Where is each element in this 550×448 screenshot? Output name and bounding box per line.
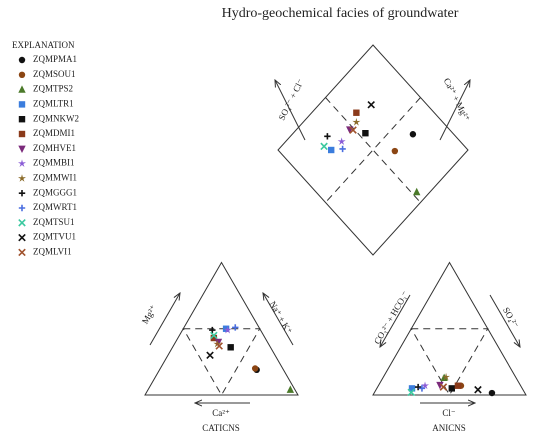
- cation-point: [232, 324, 239, 331]
- legend-label: ZQMTVU1: [33, 232, 76, 242]
- axis-label: SO₄²⁻: [501, 305, 521, 329]
- cation-inner: [182, 328, 261, 396]
- cation-point: [222, 325, 230, 332]
- anion-point: [488, 389, 496, 397]
- cation-point: [251, 365, 259, 372]
- diamond-point: [320, 142, 328, 151]
- legend-label: ZQMNKW2: [33, 113, 79, 123]
- legend-label: ZQMHVE1: [33, 143, 76, 153]
- legend-marker: [18, 116, 26, 123]
- cation-point: [209, 326, 216, 334]
- chart-title: Hydro-geochemical facies of groundwater: [222, 6, 459, 21]
- arrow: [380, 294, 411, 347]
- anion-point: [440, 373, 448, 381]
- diamond-point: [362, 130, 369, 137]
- axis-label: Ca²⁺: [212, 408, 230, 418]
- legend-marker: [18, 233, 26, 242]
- legend-title: EXPLANATION: [12, 40, 75, 50]
- diamond-point: [352, 117, 361, 126]
- anion-point: [421, 381, 430, 390]
- anion-point: [454, 382, 462, 389]
- anion-point: [414, 383, 422, 391]
- cation-point: [227, 344, 234, 351]
- legend-marker: [18, 204, 26, 212]
- legend-marker: [18, 85, 26, 93]
- diamond-point: [328, 146, 335, 154]
- cation-point: [206, 351, 214, 360]
- legend-label: ZQMWRT1: [33, 202, 77, 212]
- diamond-point: [339, 145, 346, 153]
- axis-label: CO₃²⁻ + HCO₃⁻: [372, 289, 411, 346]
- legend-label: ZQMDMI1: [33, 128, 75, 138]
- legend-label: ZQMLVI1: [33, 246, 72, 256]
- arrow: [263, 293, 294, 346]
- cation-point: [215, 342, 223, 350]
- anion-point: [408, 385, 416, 392]
- arrow: [275, 80, 306, 141]
- legend-label: ZQMGGG1: [33, 187, 77, 197]
- legend-marker: [18, 145, 26, 153]
- anion-point: [448, 385, 455, 392]
- cation-point: [210, 331, 218, 340]
- legend-label: ZQMLTR1: [33, 98, 74, 108]
- anion-point: [442, 372, 451, 381]
- anion-point: [474, 385, 482, 394]
- caption: ANICNS: [432, 423, 466, 433]
- axis-label: Mg²⁺: [140, 303, 159, 325]
- anion-inner: [410, 328, 489, 396]
- diamond-point: [337, 137, 346, 145]
- arrow: [149, 293, 180, 346]
- anion-point: [439, 383, 448, 391]
- cation-point: [214, 338, 223, 347]
- arrow: [489, 294, 520, 347]
- cation-point: [286, 385, 295, 393]
- axis-label: Ca²⁺ + Mg²⁺: [442, 76, 472, 123]
- legend-marker: [18, 101, 26, 108]
- legend-label: ZQMSOU1: [33, 69, 76, 79]
- cation-point: [210, 334, 218, 342]
- diamond-point: [367, 100, 375, 109]
- anion-point: [418, 385, 426, 392]
- anion-point: [436, 381, 444, 390]
- legend-label: ZQMMWI1: [33, 172, 77, 182]
- diamond-point: [413, 187, 421, 196]
- legend-label: ZQMTPS2: [33, 84, 73, 94]
- diamond-point: [349, 126, 357, 134]
- diamond: [277, 44, 469, 256]
- legend-marker: [18, 248, 26, 257]
- legend-label: ZQMTSU1: [33, 217, 75, 227]
- diamond-point: [391, 147, 399, 155]
- legend-marker: [18, 174, 26, 182]
- legend-marker: [18, 190, 26, 197]
- cation-point: [223, 325, 232, 334]
- legend-marker: [18, 219, 26, 227]
- axis-label: Na⁺ + K⁺: [267, 299, 294, 335]
- axis-label: Cl⁻: [442, 408, 456, 418]
- caption: CATICNS: [202, 423, 240, 433]
- anion-point: [407, 388, 416, 397]
- arrow: [439, 80, 470, 141]
- legend-label: ZQMPMA1: [33, 54, 77, 64]
- legend-marker: [18, 71, 26, 79]
- diamond-point: [324, 133, 331, 140]
- legend-marker: [18, 159, 26, 167]
- legend-marker: [18, 130, 26, 138]
- legend-marker: [18, 56, 26, 64]
- diamond-point: [353, 109, 360, 116]
- diamond-point: [409, 131, 417, 138]
- axis-label: SO₄²⁻ + Cl⁻: [277, 77, 306, 122]
- legend-label: ZQMMBI1: [33, 158, 75, 168]
